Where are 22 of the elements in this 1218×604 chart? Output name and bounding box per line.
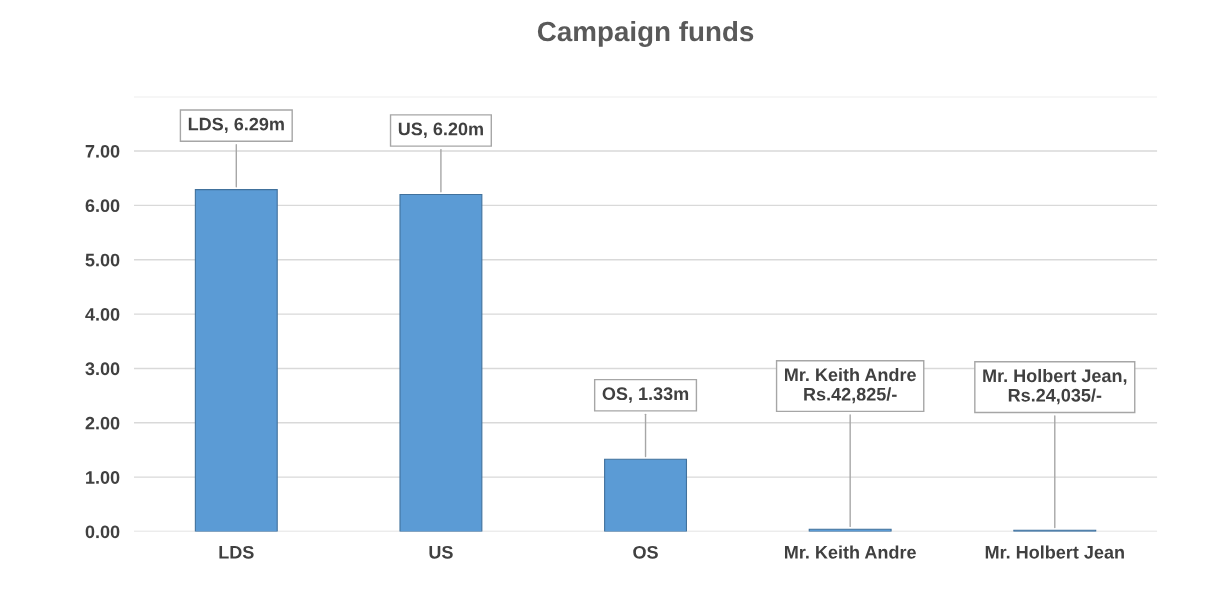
y-tick-label: 4.00 [85,308,120,321]
bar [194,189,278,532]
x-tick-label: LDS [219,545,254,559]
chart-title: Campaign funds [537,20,754,47]
data-label: OS, 1.33m [602,387,689,403]
y-tick-label: 0.00 [85,525,120,539]
data-label: Mr. Holbert Jean, Rs.24,035/- [983,368,1127,405]
data-label: LDS, 6.29m [188,117,284,134]
y-tick-label: 5.00 [85,253,120,267]
data-label: Mr. Keith Andre Rs.42,825/- [785,367,916,404]
y-tick-label: 6.00 [85,199,120,213]
y-tick-label: 1.00 [86,471,120,484]
bar [604,458,688,532]
y-tick-label: 2.00 [85,416,120,430]
data-label: US, 6.20m [398,122,483,138]
x-tick-label: OS [633,545,658,559]
y-tick-label: 3.00 [85,362,120,376]
y-tick-label: 7.00 [85,144,120,158]
x-tick-label: US [429,545,453,559]
x-tick-label: Mr. Holbert Jean [985,545,1124,559]
x-tick-label: Mr. Keith Andre [785,545,916,559]
bar [399,193,483,532]
